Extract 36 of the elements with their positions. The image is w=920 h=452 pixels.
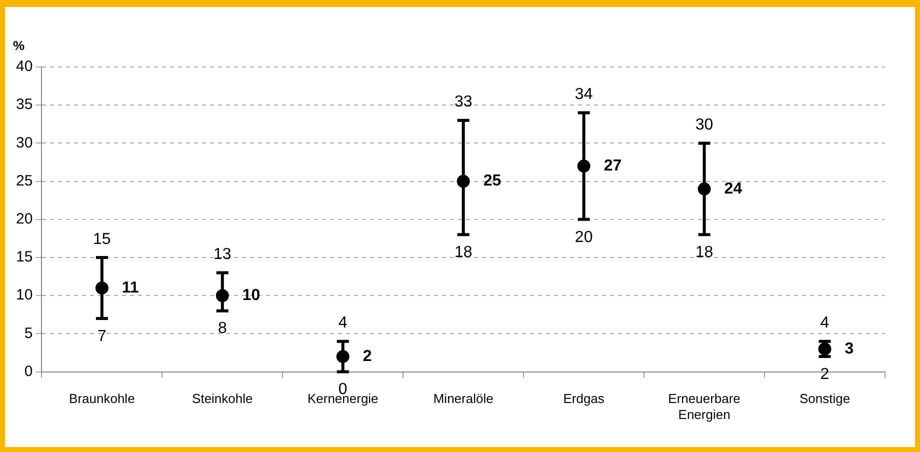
x-tick-label: Steinkohle (192, 391, 253, 406)
y-tick-label: 30 (16, 134, 33, 152)
annotation: 15 (93, 230, 111, 248)
annotation: 8 (218, 320, 227, 338)
x-tick-label: Mineralöle (433, 391, 494, 406)
annotation: 7 (97, 328, 106, 345)
annotation: 34 (574, 86, 593, 104)
annotation: 13 (213, 246, 232, 264)
x-tick-label: Sonstige (799, 391, 850, 406)
y-tick-label: 35 (16, 96, 33, 114)
annotation: 2 (820, 366, 830, 383)
data-label: 10 (242, 287, 260, 304)
annotation: 20 (574, 228, 593, 246)
annotation: 18 (454, 244, 472, 262)
x-tick-label: Braunkohle (69, 391, 135, 406)
data-label: 3 (844, 340, 854, 358)
data-label: 27 (604, 157, 622, 174)
annotation: 30 (695, 116, 714, 134)
annotation: 4 (338, 314, 348, 332)
y-tick-label: 40 (16, 58, 33, 76)
data-label: 24 (724, 180, 742, 198)
x-tick-label: Erneuerbare Energien (668, 391, 740, 422)
y-tick-label: 15 (16, 248, 33, 266)
y-tick-label: 0 (24, 362, 33, 380)
y-axis-title: % (13, 38, 25, 54)
x-tick-label: Erdgas (563, 391, 605, 406)
annotation: 18 (695, 244, 714, 262)
y-tick-label: 20 (16, 210, 33, 228)
data-label: 25 (483, 172, 502, 190)
annotation: 4 (820, 314, 830, 332)
y-tick-label: 5 (24, 324, 33, 342)
data-label: 2 (362, 348, 372, 365)
annotation: 33 (454, 94, 472, 111)
data-label: 11 (122, 279, 139, 296)
y-tick-label: 10 (16, 286, 33, 304)
y-tick-label: 25 (16, 172, 33, 190)
